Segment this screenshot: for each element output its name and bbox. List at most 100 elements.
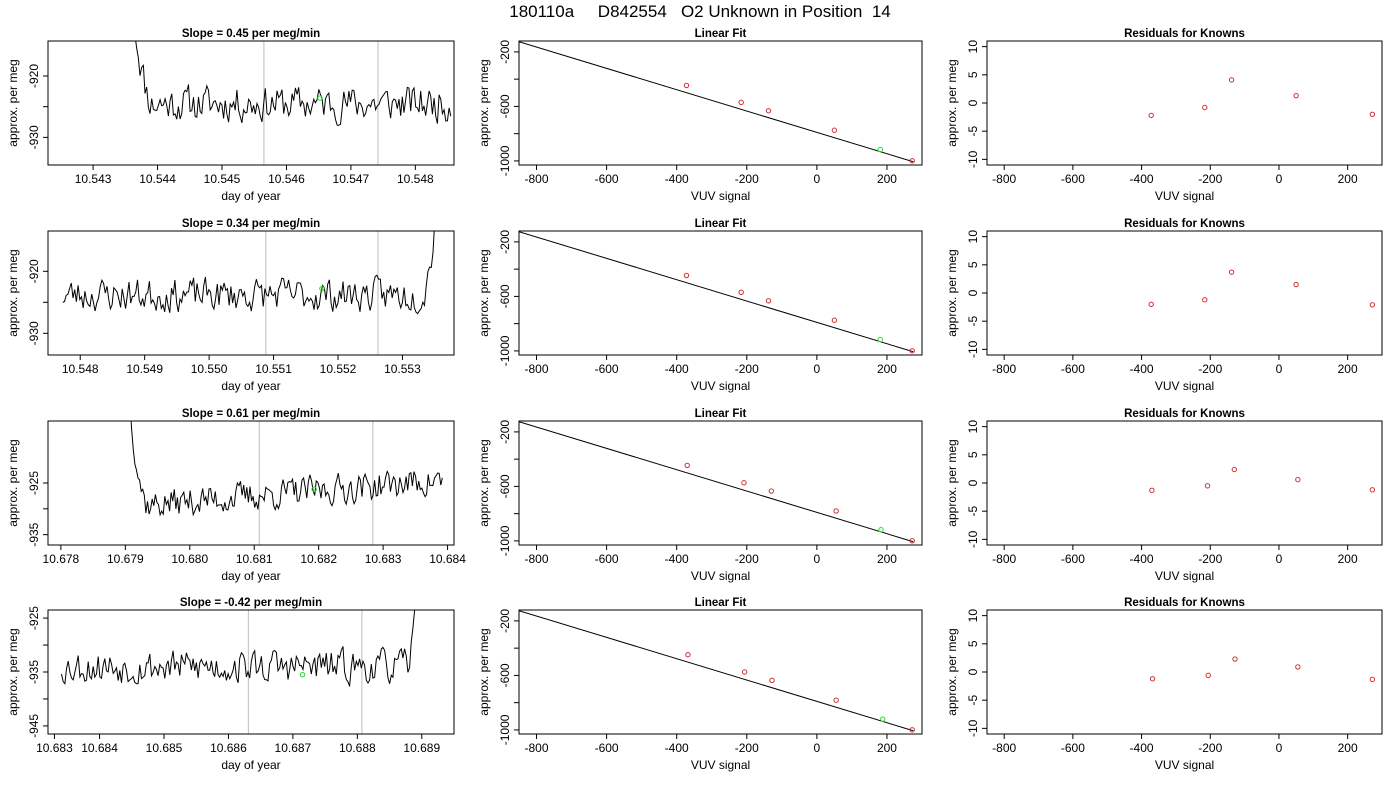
known-point (1293, 92, 1299, 99)
x-axis-label: VUV signal (1155, 758, 1214, 772)
y-tick-label: -5 (966, 126, 980, 137)
y-tick-label: 10 (966, 609, 980, 623)
known-point (1149, 676, 1156, 682)
panel-4-2: Linear Fit -800 -600 -400 -200 0 200 -200 -600 -1… (477, 597, 923, 772)
x-tick-label: -800 (992, 172, 1016, 186)
y-tick-label: -1000 (498, 145, 512, 176)
known-point (909, 158, 915, 164)
y-tick-label: 5 (966, 451, 980, 458)
panel-2-3: Residuals for Knowns -800 -600 -400 -200 0 200… (945, 218, 1383, 393)
x-tick-label: -200 (735, 552, 759, 566)
y-tick-label: -600 (498, 284, 512, 308)
plot-frame (986, 230, 1383, 356)
x-tick-label: 10.686 (210, 741, 247, 755)
known-point (831, 127, 838, 133)
y-tick-label: -945 (27, 714, 41, 738)
known-point (833, 508, 839, 514)
x-tick-label: 0 (1276, 741, 1283, 755)
panel-title: Slope = -0.42 per meg/min (180, 597, 322, 609)
panel-title: Residuals for Knowns (1124, 28, 1245, 40)
x-tick-label: 200 (1338, 362, 1358, 376)
known-point (1231, 466, 1238, 473)
data-trace (61, 610, 416, 687)
unknown-point (878, 527, 884, 533)
panel-title: Linear Fit (695, 408, 747, 420)
x-tick-label: 200 (877, 552, 897, 566)
panel-3-2: Linear Fit -800 -600 -400 -200 0 200 -200 -600 -1… (477, 408, 923, 583)
y-tick-label: -925 (27, 606, 41, 630)
plot-frame (47, 230, 455, 356)
y-tick-label: -1000 (498, 335, 512, 366)
x-tick-label: -400 (665, 362, 689, 376)
fit-line (519, 421, 914, 543)
known-point (768, 488, 775, 494)
unknown-point (311, 486, 317, 492)
x-tick-label: 10.680 (171, 552, 208, 566)
y-tick-label: -1000 (498, 714, 512, 745)
x-axis-label: VUV signal (691, 569, 750, 583)
panel-3-1: Slope = 0.61 per meg/min 10.678 10.679 10.6… (6, 408, 466, 583)
known-point (685, 651, 691, 658)
x-tick-label: 200 (1338, 172, 1358, 186)
x-tick-label: 0 (814, 172, 821, 186)
x-axis-label: VUV signal (691, 189, 750, 203)
y-tick-label: -10 (966, 340, 980, 358)
y-tick-label: -600 (498, 94, 512, 118)
x-tick-label: -200 (1198, 741, 1222, 755)
known-point (738, 99, 744, 106)
y-tick-label: -920 (27, 259, 41, 283)
panel-2-1: Slope = 0.34 per meg/min 10.548 10.549 10.5… (6, 218, 455, 393)
y-axis-label: approx. per meg (477, 59, 491, 146)
y-tick-label: 5 (966, 71, 980, 78)
x-tick-label: -800 (992, 552, 1016, 566)
y-tick-label: 5 (966, 261, 980, 268)
known-point (1295, 664, 1301, 670)
known-point (1205, 672, 1211, 679)
x-tick-label: 200 (1338, 741, 1358, 755)
data-trace (130, 421, 443, 517)
x-tick-label: 200 (1338, 552, 1358, 566)
y-tick-label: 0 (966, 99, 980, 106)
x-tick-label: -800 (525, 362, 549, 376)
x-tick-label: 0 (814, 741, 821, 755)
x-tick-label: -400 (1130, 741, 1154, 755)
known-point (765, 108, 772, 114)
known-point (738, 289, 744, 296)
panel-title: Residuals for Knowns (1124, 597, 1245, 609)
y-tick-label: -5 (966, 316, 980, 327)
x-tick-label: 200 (877, 362, 897, 376)
known-point (1202, 297, 1208, 303)
x-axis-label: VUV signal (1155, 569, 1214, 583)
known-point (1293, 281, 1299, 288)
y-axis-label: approx. per meg (945, 249, 959, 336)
plot-frame (518, 420, 923, 546)
y-axis-label: approx. per meg (945, 439, 959, 526)
y-tick-label: 10 (966, 420, 980, 434)
x-axis-label: VUV signal (691, 379, 750, 393)
plot-frame (47, 40, 455, 166)
x-tick-label: 10.689 (403, 741, 440, 755)
known-point (683, 82, 690, 89)
y-axis-label: approx. per meg (477, 249, 491, 336)
panel-title: Slope = 0.61 per meg/min (182, 408, 320, 420)
known-point (1369, 111, 1376, 117)
y-axis-label: approx. per meg (6, 59, 20, 146)
panel-4-1: Slope = -0.42 per meg/min 10.683 10.684 10.… (6, 597, 455, 772)
plot-frame (986, 40, 1383, 166)
known-point (1148, 301, 1154, 307)
x-tick-label: 10.685 (146, 741, 183, 755)
x-tick-label: -800 (525, 741, 549, 755)
known-point (909, 727, 915, 733)
known-point (831, 317, 838, 323)
x-tick-label: 0 (1276, 552, 1283, 566)
x-tick-label: 10.548 (62, 362, 99, 376)
x-axis-label: day of year (221, 189, 280, 203)
x-tick-label: 10.681 (236, 552, 273, 566)
known-point (1369, 302, 1376, 308)
unknown-point (877, 336, 883, 343)
x-tick-label: -400 (1130, 552, 1154, 566)
x-tick-label: -600 (1061, 552, 1085, 566)
y-tick-label: -935 (27, 522, 41, 546)
panel-2-2: Linear Fit -800 -600 -400 -200 0 200 -200 -600 -1… (477, 218, 923, 393)
